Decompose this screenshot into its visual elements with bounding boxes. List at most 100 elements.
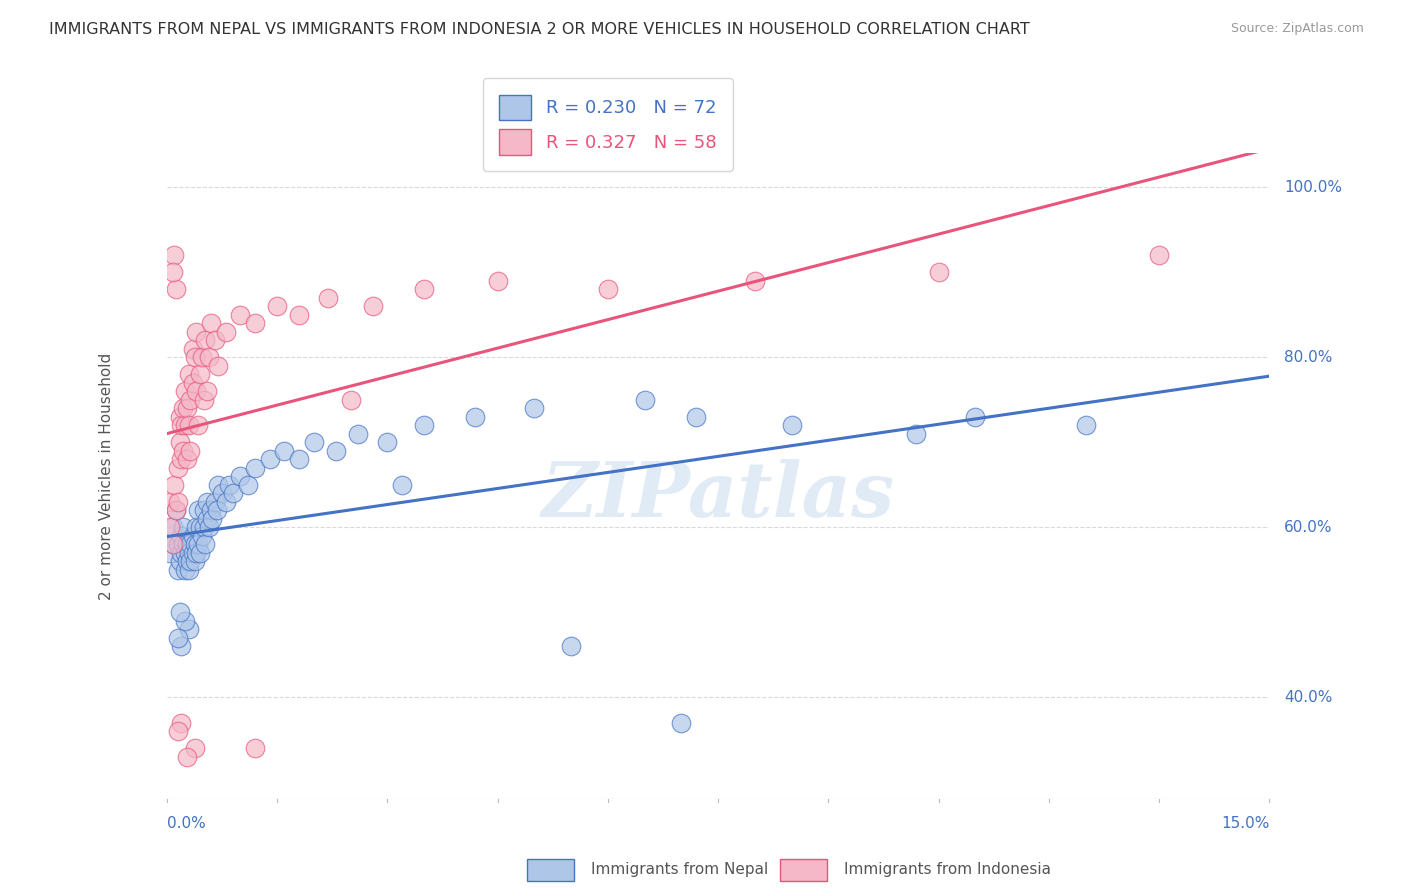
Point [162,537,184,551]
Point [183,537,205,551]
Point [560,640,582,654]
Point [169,435,191,450]
Point [176,554,198,568]
Point [177,418,200,433]
Point [166,724,188,739]
Point [193,503,215,517]
Point [176,537,198,551]
Point [177,368,200,382]
Point [318,291,340,305]
Point [159,495,181,509]
Point [188,520,211,534]
Point [176,452,198,467]
Point [186,546,208,560]
Point [162,265,184,279]
Point [347,426,370,441]
Point [186,325,208,339]
Point [159,520,181,534]
Point [288,452,311,467]
Point [243,316,266,330]
Text: Immigrants from Indonesia: Immigrants from Indonesia [844,863,1050,877]
Point [163,248,186,262]
Point [523,401,546,416]
Point [236,477,259,491]
Point [195,384,218,399]
Point [205,503,228,517]
Point [179,537,201,551]
Point [177,622,200,636]
Point [218,477,240,491]
Point [170,529,193,543]
Point [191,529,214,543]
Point [198,351,221,365]
Point [361,299,384,313]
Point [181,376,204,390]
Point [183,351,205,365]
Point [905,426,928,441]
Point [413,282,436,296]
Point [172,537,194,551]
Point [273,443,295,458]
Point [229,308,252,322]
Point [163,537,186,551]
Point [243,460,266,475]
Point [965,409,987,424]
Point [195,495,218,509]
Text: 100.0%: 100.0% [1284,180,1341,194]
Point [172,443,194,458]
Point [170,546,193,560]
Point [464,409,486,424]
Point [165,282,187,296]
Point [181,529,204,543]
Point [172,520,194,534]
Point [187,418,209,433]
Point [207,359,229,373]
Point [191,351,214,365]
Point [214,495,236,509]
Point [413,418,436,433]
Point [928,265,950,279]
Point [229,469,252,483]
Point [214,325,236,339]
Point [259,452,281,467]
Text: 0.0%: 0.0% [167,816,205,831]
Point [193,520,215,534]
Point [188,368,211,382]
Point [187,503,209,517]
Point [177,563,200,577]
Point [174,546,197,560]
Point [188,546,211,560]
Point [391,477,413,491]
Text: 80.0%: 80.0% [1284,350,1333,365]
Point [187,537,209,551]
Point [596,282,619,296]
Point [181,342,204,356]
Legend: R = 0.230   N = 72, R = 0.327   N = 58: R = 0.230 N = 72, R = 0.327 N = 58 [482,78,733,171]
Point [222,486,245,500]
Point [195,512,218,526]
Point [671,715,693,730]
Point [204,495,226,509]
Point [174,418,197,433]
Point [375,435,398,450]
Point [194,537,217,551]
Point [179,392,201,407]
Point [211,486,233,500]
Point [186,520,208,534]
Point [201,512,224,526]
Point [165,503,187,517]
Point [181,546,204,560]
Point [166,495,188,509]
Text: 40.0%: 40.0% [1284,690,1333,705]
Point [207,477,229,491]
Point [179,554,201,568]
Point [243,741,266,756]
Point [176,401,198,416]
Point [1074,418,1097,433]
Point [174,384,197,399]
Point [486,274,509,288]
Point [159,546,181,560]
Point [174,563,197,577]
Text: 15.0%: 15.0% [1220,816,1270,831]
Point [633,392,655,407]
